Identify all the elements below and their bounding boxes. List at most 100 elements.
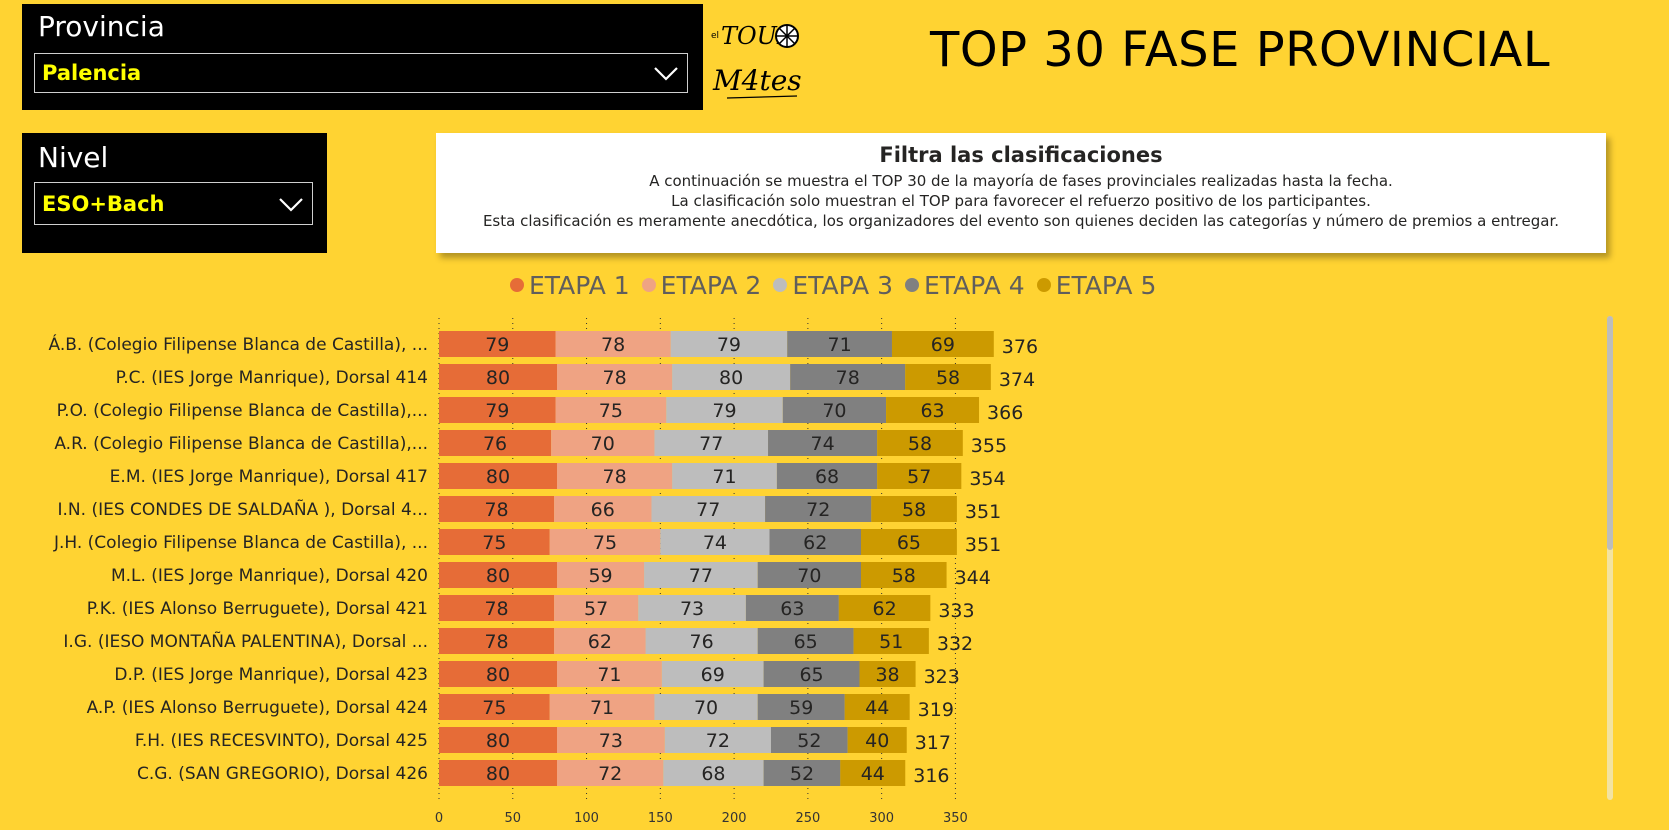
legend-label: ETAPA 2 [660, 270, 762, 300]
bar-segment [549, 694, 655, 720]
data-label: 70 [822, 400, 846, 422]
legend-dot [641, 278, 656, 292]
category-label: D.P. (IES Jorge Manrique), Dorsal 423 [114, 665, 428, 685]
category-label: P.K. (IES Alonso Berruguete), Dorsal 421 [87, 599, 428, 619]
x-tick-label: 200 [722, 811, 747, 826]
page-title: TOP 30 FASE PROVINCIAL [930, 22, 1551, 78]
nivel-dropdown[interactable]: ESO+Bach [34, 182, 313, 225]
bar-segment [672, 364, 791, 390]
bar-segment [554, 496, 652, 522]
bar-segment [666, 397, 783, 423]
bar-segment [757, 628, 854, 654]
data-label: 80 [486, 730, 510, 752]
total-label: 366 [987, 402, 1023, 424]
data-label: 68 [701, 763, 725, 785]
data-label: 40 [865, 730, 889, 752]
bar-segment [886, 397, 980, 423]
data-label: 78 [836, 367, 860, 389]
data-label: 65 [794, 631, 818, 653]
legend-item-etapa-5[interactable]: ETAPA 5 [1036, 271, 1156, 300]
bar-segment [745, 595, 839, 621]
bar-segment [557, 364, 673, 390]
bar-segment [439, 430, 552, 456]
bar-segment [891, 331, 994, 357]
legend-item-etapa-1[interactable]: ETAPA 1 [510, 271, 630, 300]
bar-segment [554, 595, 639, 621]
bar-segment [557, 760, 664, 786]
category-label: J.H. (Colegio Filipense Blanca de Castil… [53, 533, 428, 553]
data-label: 75 [482, 532, 506, 554]
data-label: 77 [689, 565, 713, 587]
nivel-slicer: Nivel ESO+Bach [22, 133, 327, 253]
legend-item-etapa-3[interactable]: ETAPA 3 [773, 271, 893, 300]
data-label: 70 [694, 697, 718, 719]
data-label: 58 [902, 499, 926, 521]
data-label: 78 [484, 631, 508, 653]
data-label: 52 [797, 730, 821, 752]
category-label: A.P. (IES Alonso Berruguete), Dorsal 424 [87, 698, 428, 718]
bar-segment [439, 595, 555, 621]
category-label: M.L. (IES Jorge Manrique), Dorsal 420 [111, 566, 428, 586]
bar-segment [551, 430, 655, 456]
data-label: 75 [599, 400, 623, 422]
bar-segment [757, 694, 845, 720]
data-label: 77 [699, 433, 723, 455]
bar-segment [439, 760, 558, 786]
category-label: Á.B. (Colegio Filipense Blanca de Castil… [48, 333, 428, 355]
bar-segment [860, 529, 957, 555]
bar-segment [853, 628, 929, 654]
data-label: 78 [602, 466, 626, 488]
nivel-selected-value: ESO+Bach [42, 191, 165, 216]
chart-legend: ETAPA 1 ETAPA 2 ETAPA 3 ETAPA 4 ETAPA 5 [510, 268, 1168, 302]
bar-segment [847, 727, 907, 753]
total-label: 344 [955, 567, 991, 589]
provincia-dropdown[interactable]: Palencia [34, 53, 688, 93]
data-label: 78 [484, 598, 508, 620]
bar-segment [776, 463, 878, 489]
x-tick-label: 350 [943, 811, 968, 826]
legend-label: ETAPA 3 [792, 270, 894, 300]
bar-segment [661, 661, 764, 687]
x-tick-label: 250 [795, 811, 820, 826]
bar-segment [859, 661, 916, 687]
bar-segment [765, 496, 872, 522]
x-tick-label: 50 [505, 811, 522, 826]
total-label: 376 [1002, 336, 1038, 358]
nivel-slicer-title: Nivel [38, 141, 109, 174]
total-label: 354 [969, 468, 1005, 490]
data-label: 73 [680, 598, 704, 620]
bar-segment [763, 760, 841, 786]
legend-item-etapa-4[interactable]: ETAPA 4 [905, 271, 1025, 300]
legend-item-etapa-2[interactable]: ETAPA 2 [641, 270, 762, 300]
data-label: 72 [706, 730, 730, 752]
total-label: 317 [915, 732, 951, 754]
legend-dot [905, 278, 920, 292]
bar-segment [557, 727, 665, 753]
bar-segment [769, 529, 861, 555]
chart-scrollbar-track[interactable] [1607, 316, 1613, 800]
data-label: 63 [780, 598, 804, 620]
data-label: 59 [789, 697, 813, 719]
chart-scrollbar-thumb[interactable] [1607, 316, 1613, 550]
bar-segment [660, 529, 770, 555]
bar-segment [439, 694, 550, 720]
data-label: 51 [879, 631, 903, 653]
data-label: 44 [861, 763, 885, 785]
data-label: 63 [920, 400, 944, 422]
data-label: 65 [897, 532, 921, 554]
data-label: 62 [588, 631, 612, 653]
bar-segment [555, 397, 667, 423]
bar-segment [644, 562, 758, 588]
bar-segment [439, 331, 556, 357]
logo-bottom-text: M4tes [712, 64, 802, 97]
data-label: 79 [485, 400, 509, 422]
x-tick-label: 0 [435, 811, 443, 826]
data-label: 76 [690, 631, 714, 653]
info-title: Filtra las clasificaciones [879, 143, 1163, 167]
data-label: 79 [712, 400, 736, 422]
bar-segment [905, 364, 991, 390]
category-label: P.C. (IES Jorge Manrique), Dorsal 414 [116, 368, 428, 388]
data-label: 79 [485, 334, 509, 356]
bar-segment [840, 760, 906, 786]
